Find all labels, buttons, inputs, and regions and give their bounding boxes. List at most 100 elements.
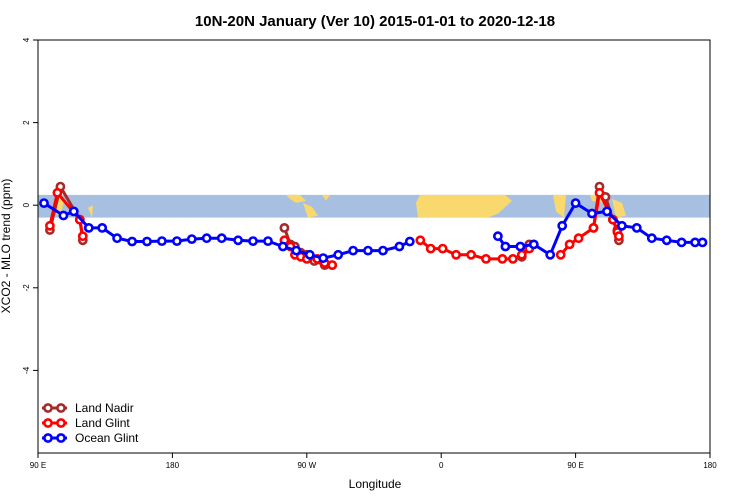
data-point bbox=[508, 253, 518, 264]
y-tick-label: -2 bbox=[22, 284, 31, 292]
map-band bbox=[38, 194, 710, 218]
legend-label: Land Nadir bbox=[75, 401, 134, 415]
legend-marker bbox=[43, 418, 53, 428]
y-tick-label: -4 bbox=[22, 366, 31, 374]
data-point bbox=[617, 220, 627, 231]
data-point bbox=[83, 222, 94, 233]
x-tick-label: 180 bbox=[166, 461, 180, 470]
legend-marker bbox=[43, 403, 53, 413]
y-tick-label: 4 bbox=[22, 37, 31, 42]
data-point bbox=[697, 237, 708, 248]
data-point bbox=[570, 198, 581, 208]
data-point bbox=[588, 222, 599, 233]
data-point bbox=[481, 253, 491, 264]
data-point bbox=[39, 198, 49, 208]
data-point bbox=[378, 245, 388, 256]
data-point bbox=[516, 249, 527, 260]
land-mass bbox=[88, 205, 93, 218]
data-point bbox=[97, 222, 108, 233]
land-mass bbox=[612, 198, 626, 218]
legend-label: Ocean Glint bbox=[75, 431, 139, 445]
data-point bbox=[437, 243, 448, 254]
data-point bbox=[466, 249, 476, 260]
x-tick-label: 90 E bbox=[30, 461, 46, 470]
data-point bbox=[614, 231, 624, 242]
land-mass bbox=[322, 194, 330, 201]
data-point bbox=[676, 237, 687, 248]
legend-label: Land Glint bbox=[75, 416, 130, 430]
data-point bbox=[545, 249, 556, 260]
data-point bbox=[52, 187, 63, 198]
data-point bbox=[201, 233, 212, 244]
data-point bbox=[348, 245, 358, 256]
data-point bbox=[500, 241, 511, 252]
data-point bbox=[186, 234, 197, 244]
data-point bbox=[497, 253, 508, 264]
data-point bbox=[631, 222, 642, 233]
y-axis-label: XCO2 - MLO trend (ppm) bbox=[0, 179, 13, 314]
data-point bbox=[233, 235, 243, 246]
data-point bbox=[602, 206, 612, 217]
data-point bbox=[58, 210, 69, 221]
data-point bbox=[333, 249, 344, 260]
data-point bbox=[573, 233, 584, 244]
x-axis-label: Longitude bbox=[349, 477, 402, 491]
series-layer bbox=[39, 181, 708, 270]
chart-title: 10N-20N January (Ver 10) 2015-01-01 to 2… bbox=[195, 13, 555, 30]
data-point bbox=[77, 231, 88, 242]
legend-marker bbox=[56, 433, 66, 443]
y-tick-label: 0 bbox=[22, 202, 31, 207]
x-tick-label: 90 E bbox=[567, 461, 583, 470]
data-point bbox=[277, 241, 288, 252]
data-point bbox=[216, 233, 227, 244]
data-point bbox=[248, 236, 258, 246]
data-point bbox=[557, 220, 568, 231]
plot-frame bbox=[37, 39, 711, 454]
data-point bbox=[451, 249, 461, 260]
data-point bbox=[112, 233, 122, 244]
x-tick-label: 0 bbox=[439, 461, 444, 470]
data-point bbox=[415, 235, 426, 246]
x-axis: 90 E 180 90 W 0 90 E 180 bbox=[30, 453, 717, 470]
y-axis: -4 -2 0 2 4 bbox=[22, 37, 38, 374]
data-point bbox=[528, 239, 539, 250]
data-point bbox=[304, 249, 315, 260]
data-point bbox=[45, 220, 55, 231]
data-point bbox=[127, 236, 137, 247]
data-point bbox=[404, 236, 415, 247]
data-point bbox=[394, 241, 405, 252]
data-point bbox=[263, 236, 273, 246]
land-mass bbox=[303, 202, 318, 218]
data-point bbox=[594, 187, 605, 198]
data-point bbox=[291, 245, 302, 256]
data-point bbox=[587, 208, 597, 219]
ocean-band bbox=[38, 194, 710, 218]
data-point bbox=[555, 249, 566, 260]
data-point bbox=[661, 235, 672, 246]
data-point bbox=[515, 241, 526, 252]
data-point bbox=[425, 243, 436, 254]
data-point bbox=[327, 260, 338, 270]
y-tick-label: 2 bbox=[22, 120, 31, 125]
data-point bbox=[142, 236, 152, 247]
data-point bbox=[564, 239, 575, 250]
data-point bbox=[156, 236, 167, 246]
land-mass bbox=[416, 194, 512, 218]
x-tick-label: 180 bbox=[703, 461, 717, 470]
legend-marker bbox=[56, 418, 66, 428]
legend-marker bbox=[43, 433, 53, 443]
data-point bbox=[646, 233, 657, 244]
land-mass bbox=[553, 194, 566, 218]
land-mass bbox=[286, 194, 306, 203]
data-point bbox=[68, 206, 79, 217]
data-point bbox=[492, 231, 503, 242]
data-point bbox=[279, 222, 290, 233]
series-line bbox=[496, 201, 703, 257]
series-ocean-glint bbox=[39, 198, 708, 263]
x-tick-label: 90 W bbox=[297, 461, 316, 470]
legend-marker bbox=[56, 403, 66, 413]
data-point bbox=[171, 236, 182, 246]
data-point bbox=[363, 245, 373, 256]
